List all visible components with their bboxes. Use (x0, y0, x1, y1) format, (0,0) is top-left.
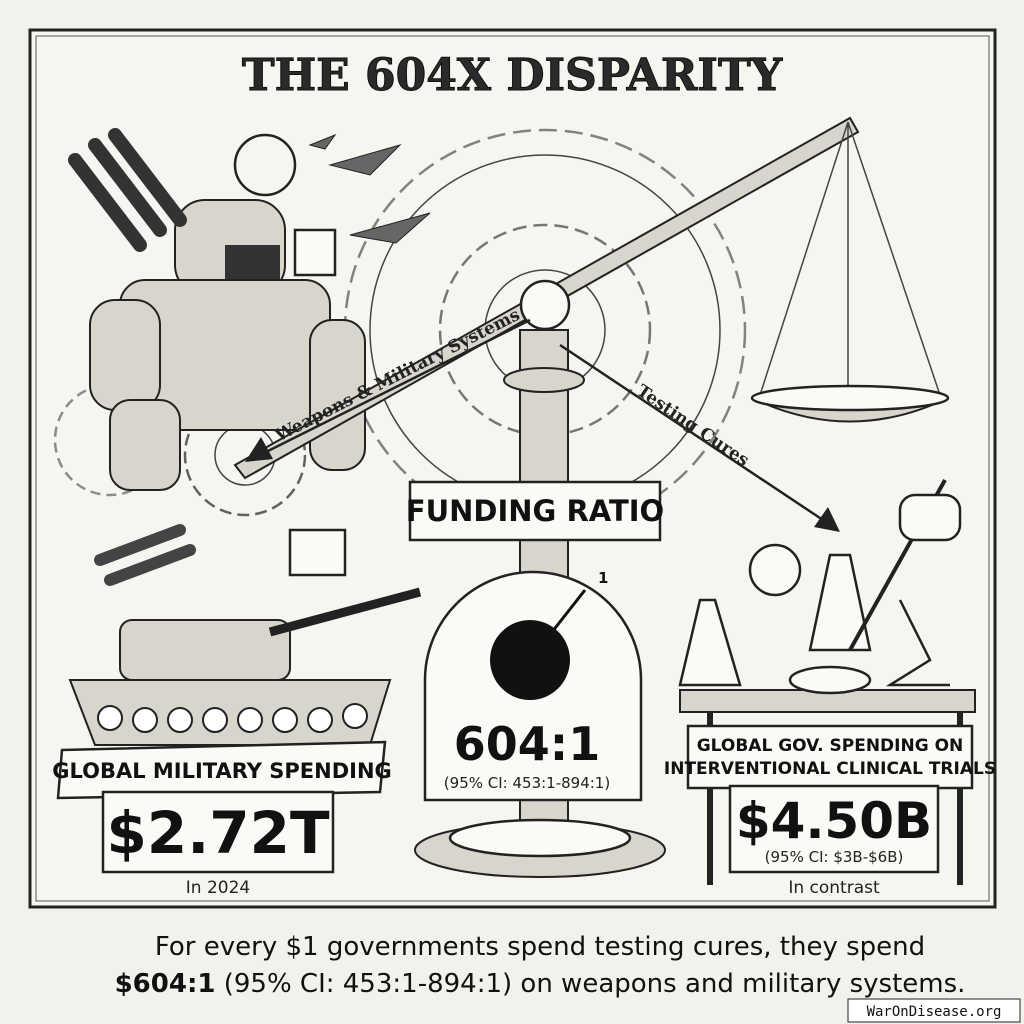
balance-scale (233, 116, 950, 878)
watermark-box (847, 998, 1021, 1023)
right-ci: (95% CI: $3B-$6B) (765, 848, 904, 866)
frame-inner (35, 35, 990, 902)
gauge-mark: 1 (598, 569, 608, 587)
right-amount-box (728, 784, 940, 874)
caption-line: For every $1 governments spend testing c… (155, 932, 925, 962)
arrows (245, 318, 840, 532)
left-banner-text: GLOBAL MILITARY SPENDING (52, 759, 392, 783)
tank-illustration (68, 587, 422, 746)
caption-line: $604:1 (95% CI: 453:1-894:1) on weapons … (115, 969, 966, 999)
right-amount: $4.50B (736, 792, 932, 850)
ratio-banner (408, 480, 662, 542)
caption-emphasis: $604:1 (115, 969, 216, 999)
left-amount: $2.72T (106, 799, 329, 867)
right-banner-line: INTERVENTIONAL CLINICAL TRIALS (664, 759, 996, 779)
ratio-value: 604:1 (454, 717, 600, 771)
ratio-banner-text: FUNDING RATIO (406, 494, 664, 528)
gauge-needle (528, 589, 587, 661)
lab-illustration (678, 479, 976, 885)
right-banner-line: GLOBAL GOV. SPENDING ON (697, 736, 964, 756)
left-banner (56, 740, 387, 800)
caption-text: (95% CI: 453:1-894:1) on weapons and mil… (215, 969, 965, 999)
left-amount-box (101, 790, 335, 874)
right-note: In contrast (788, 878, 880, 898)
left-note: In 2024 (186, 878, 250, 898)
ratio-ci: (95% CI: 453:1-894:1) (444, 774, 610, 792)
watermark: WarOnDisease.org (867, 1004, 1002, 1020)
title: THE 604X DISPARITY (242, 50, 783, 101)
right-banner (686, 724, 974, 790)
robot-illustration (68, 128, 431, 586)
